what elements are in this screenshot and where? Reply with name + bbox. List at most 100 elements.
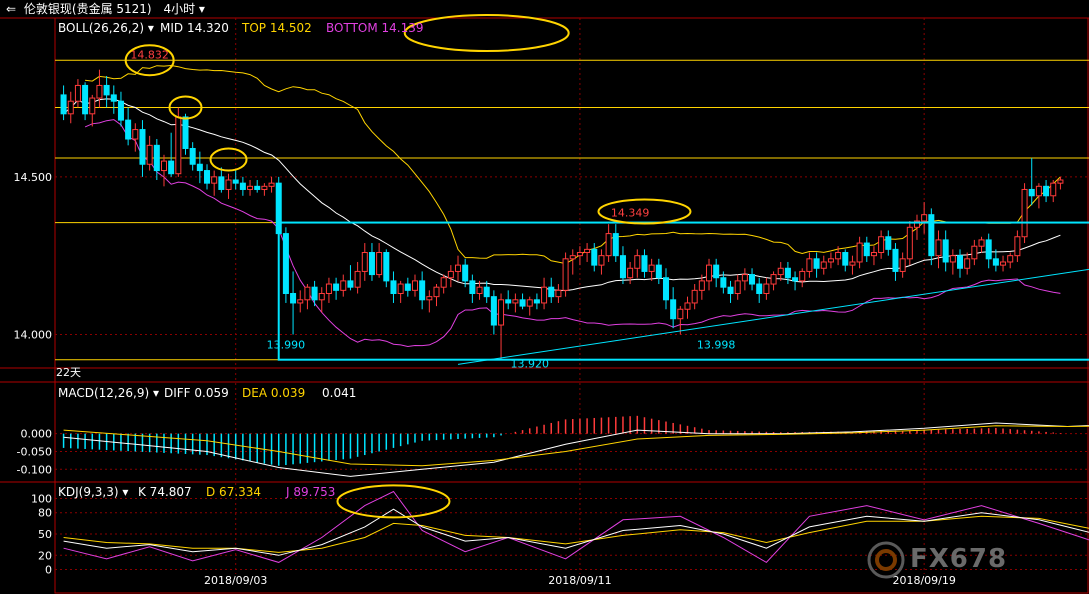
candle bbox=[325, 277, 332, 303]
candle bbox=[662, 268, 669, 310]
candle bbox=[60, 85, 67, 121]
price-annotation: 14.832 bbox=[130, 49, 169, 62]
candle bbox=[211, 170, 218, 196]
candle bbox=[189, 142, 196, 171]
candle bbox=[1000, 255, 1007, 272]
candle bbox=[1021, 183, 1028, 244]
price-annotation: 13.998 bbox=[697, 339, 736, 352]
kdj-tick-label: 80 bbox=[38, 507, 52, 520]
candle-body bbox=[433, 286, 440, 298]
candle-body bbox=[1035, 185, 1042, 197]
candle-body bbox=[913, 220, 920, 228]
candle-body bbox=[519, 299, 526, 307]
candle bbox=[361, 243, 368, 281]
candle-body bbox=[74, 84, 81, 102]
candle-body bbox=[1050, 182, 1057, 197]
kdj-d-value: D 67.334 bbox=[206, 485, 262, 499]
candle-body bbox=[555, 289, 562, 298]
price-tick-label: 14.500 bbox=[14, 171, 53, 184]
kdj-tick-label: 100 bbox=[31, 493, 52, 506]
candle-body bbox=[411, 280, 418, 291]
candle-body bbox=[440, 277, 447, 288]
candle-body bbox=[541, 286, 548, 304]
candle bbox=[168, 132, 175, 177]
candle-body bbox=[641, 255, 648, 272]
candle bbox=[870, 246, 877, 266]
candle-body bbox=[885, 236, 892, 250]
candle bbox=[74, 79, 81, 108]
timeframe-selector[interactable]: 4小时 ▾ bbox=[163, 2, 205, 16]
candle bbox=[698, 274, 705, 300]
candle bbox=[691, 284, 698, 310]
candle bbox=[548, 277, 555, 303]
candle bbox=[605, 224, 612, 262]
candle-body bbox=[447, 270, 454, 279]
candle bbox=[641, 249, 648, 278]
macd-tick-label: 0.000 bbox=[21, 428, 53, 441]
candle bbox=[526, 296, 533, 316]
candle bbox=[849, 255, 856, 275]
kdj-j-value: J 89.753 bbox=[286, 485, 336, 499]
candle bbox=[354, 261, 361, 294]
candle-body bbox=[505, 299, 512, 304]
candle-body bbox=[247, 185, 254, 190]
candle-body bbox=[670, 299, 677, 320]
macd-dea-value: DEA 0.039 bbox=[242, 386, 306, 400]
candle bbox=[885, 230, 892, 256]
candle bbox=[670, 287, 677, 329]
candle-body bbox=[125, 119, 132, 140]
chevron-down-icon: ▾ bbox=[122, 485, 129, 499]
candle-body bbox=[770, 274, 777, 285]
candle-body bbox=[756, 283, 763, 294]
macd-diff-line bbox=[63, 422, 1089, 477]
candle-body bbox=[584, 248, 591, 254]
back-icon[interactable]: ⇐ bbox=[6, 2, 17, 16]
candle-body bbox=[827, 258, 834, 263]
candle-body bbox=[318, 292, 325, 301]
candle-body bbox=[562, 258, 569, 291]
candle bbox=[1057, 176, 1064, 190]
candle-body bbox=[67, 100, 74, 115]
candle-body bbox=[419, 280, 426, 301]
candle bbox=[727, 280, 734, 303]
candle bbox=[627, 261, 634, 285]
candle-body bbox=[605, 233, 612, 257]
candle-body bbox=[290, 292, 297, 304]
kdj-k-value: K 74.807 bbox=[138, 485, 192, 499]
window-title-row[interactable]: ⇐ 伦敦银现(贵金属 5121) 4小时 ▾ bbox=[6, 2, 205, 16]
candle bbox=[82, 82, 89, 121]
kdj-legend[interactable]: KDJ(9,3,3) ▾ bbox=[58, 485, 128, 499]
candle bbox=[419, 271, 426, 310]
candle-body bbox=[548, 286, 555, 298]
price-tick-label: 14.000 bbox=[14, 328, 53, 341]
candle bbox=[340, 274, 347, 297]
candle bbox=[160, 154, 167, 187]
candle bbox=[720, 271, 727, 294]
candle bbox=[182, 113, 189, 155]
candle bbox=[706, 258, 713, 291]
candle-body bbox=[103, 84, 110, 96]
candle-body bbox=[60, 94, 67, 115]
candle-body bbox=[182, 116, 189, 149]
candle-body bbox=[634, 255, 641, 269]
candle bbox=[1035, 183, 1042, 209]
candle bbox=[992, 249, 999, 272]
candle bbox=[533, 293, 540, 310]
price-annotation: 13.990 bbox=[267, 339, 306, 352]
candle-body bbox=[777, 267, 784, 276]
highlight-circle-j-value bbox=[336, 484, 451, 519]
boll-legend[interactable]: BOLL(26,26,2) ▾ bbox=[58, 21, 154, 35]
date-tick-label: 2018/09/19 bbox=[892, 574, 955, 587]
boll-mid-value: MID 14.320 bbox=[160, 21, 229, 35]
candle-body bbox=[978, 239, 985, 247]
candle bbox=[978, 236, 985, 253]
candle-body bbox=[239, 182, 246, 190]
candle-body bbox=[784, 267, 791, 279]
candle bbox=[397, 280, 404, 303]
candle-body bbox=[928, 214, 935, 257]
candle bbox=[490, 290, 497, 335]
macd-legend[interactable]: MACD(12,26,9) ▾ bbox=[58, 386, 159, 400]
highlight-circle bbox=[168, 95, 203, 120]
candle bbox=[835, 246, 842, 266]
